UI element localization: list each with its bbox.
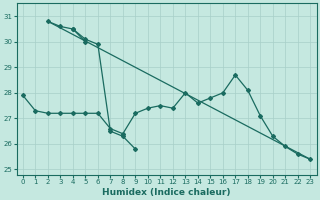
X-axis label: Humidex (Indice chaleur): Humidex (Indice chaleur) [102, 188, 231, 197]
